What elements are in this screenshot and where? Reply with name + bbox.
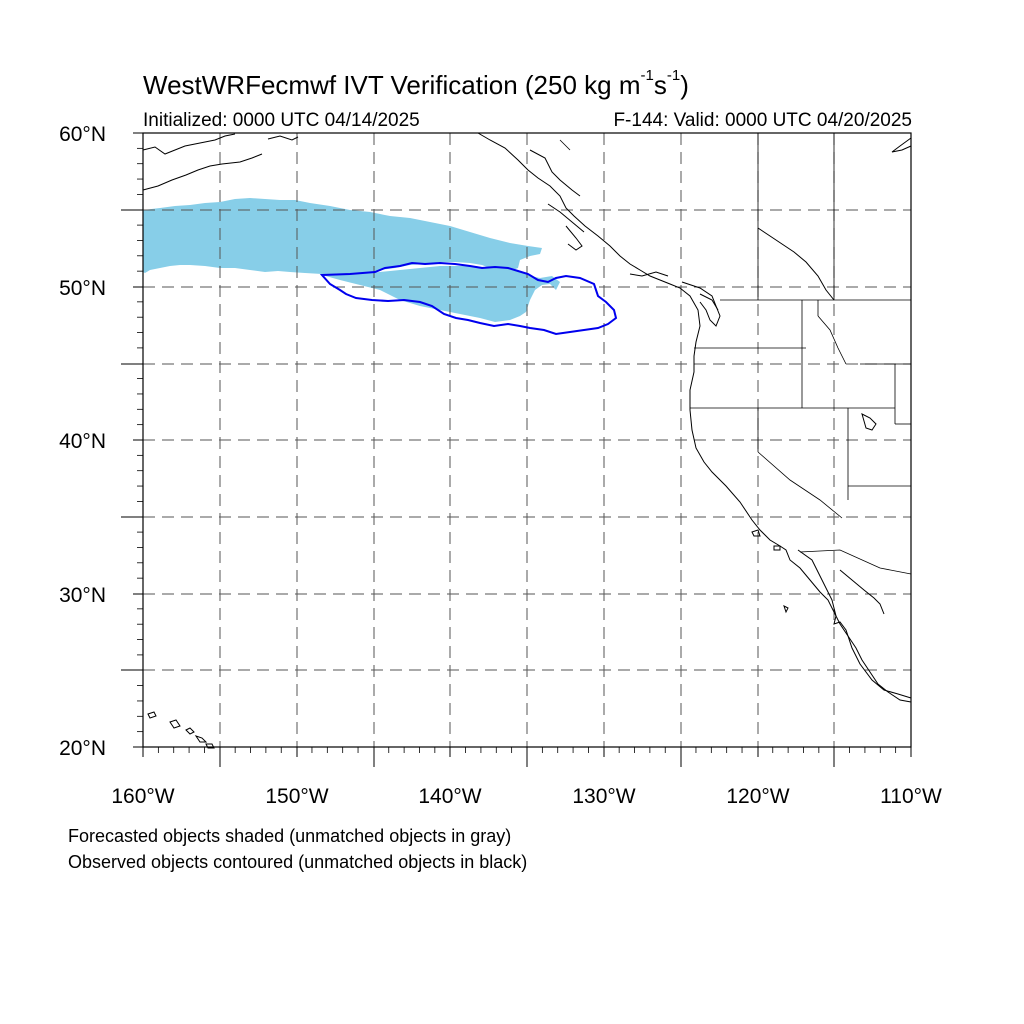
minor-tick-marks bbox=[137, 147, 897, 753]
tick-marks bbox=[121, 132, 912, 767]
lat-label-40n: 40°N bbox=[59, 430, 106, 453]
observed-object-contour bbox=[319, 261, 618, 336]
forecast-legend-note: Forecasted objects shaded (unmatched obj… bbox=[68, 826, 512, 846]
coastlines bbox=[142, 132, 912, 749]
lon-label-110w: 110°W bbox=[880, 785, 942, 808]
lat-label-60n: 60°N bbox=[59, 123, 106, 146]
lon-label-140w: 140°W bbox=[418, 785, 482, 808]
lat-label-30n: 30°N bbox=[59, 584, 106, 607]
initialized-time: Initialized: 0000 UTC 04/14/2025 bbox=[143, 110, 420, 131]
lat-label-20n: 20°N bbox=[59, 737, 106, 760]
observed-legend-note: Observed objects contoured (unmatched ob… bbox=[68, 852, 528, 872]
lon-label-130w: 130°W bbox=[572, 785, 636, 808]
lat-label-50n: 50°N bbox=[59, 277, 106, 300]
lon-label-160w: 160°W bbox=[111, 785, 175, 808]
political-boundaries bbox=[559, 133, 912, 575]
lon-label-120w: 120°W bbox=[726, 785, 790, 808]
valid-time: F-144: Valid: 0000 UTC 04/20/2025 bbox=[613, 110, 912, 131]
forecast-object-shading bbox=[143, 198, 560, 322]
map-title: WestWRFecmwf IVT Verification (250 kg m-… bbox=[143, 67, 689, 100]
lon-label-150w: 150°W bbox=[265, 785, 329, 808]
